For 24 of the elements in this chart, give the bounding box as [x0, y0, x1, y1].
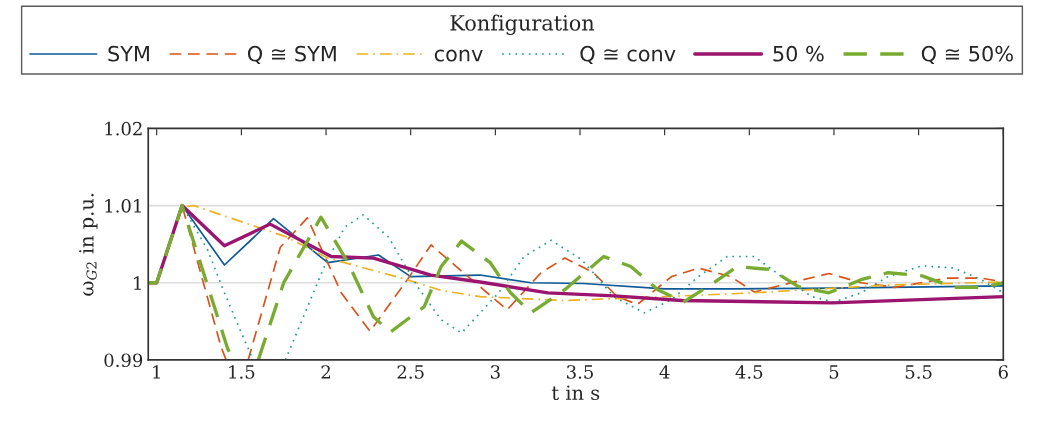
legend-label: Q ≅ conv — [580, 45, 676, 64]
x-tick-label: 5 — [829, 365, 839, 379]
legend-label: conv — [434, 49, 483, 62]
x-tick-label: 1.5 — [229, 365, 255, 379]
y-tick-label: 1.02 — [105, 121, 142, 136]
x-tick-label: 6 — [998, 365, 1008, 379]
legend-label: Q ≅ SYM — [247, 45, 336, 64]
x-tick-label: 4.5 — [735, 365, 763, 379]
x-axis-title: t in s — [551, 385, 600, 401]
y-axis-title: ω$_{G2}$ in p.u. — [79, 193, 98, 296]
x-tick-label: 1 — [153, 365, 160, 379]
y-tick-label: 1 — [134, 276, 141, 290]
x-tick-label: 3.5 — [567, 365, 593, 379]
x-tick-label: 5.5 — [905, 365, 932, 379]
legend-label: 50 % — [773, 45, 824, 62]
x-tick-label: 4 — [659, 365, 670, 379]
y-tick-label: 0.99 — [104, 353, 143, 368]
y-tick-label: 1.01 — [105, 199, 141, 213]
x-tick-label: 2 — [321, 365, 330, 379]
legend-label: Q ≅ 50% — [921, 45, 1013, 64]
legend-label: SYM — [108, 45, 149, 62]
x-tick-label: 3 — [490, 365, 500, 379]
legend-title: Konfiguration — [450, 14, 595, 36]
x-tick-label: 2.5 — [397, 365, 424, 379]
